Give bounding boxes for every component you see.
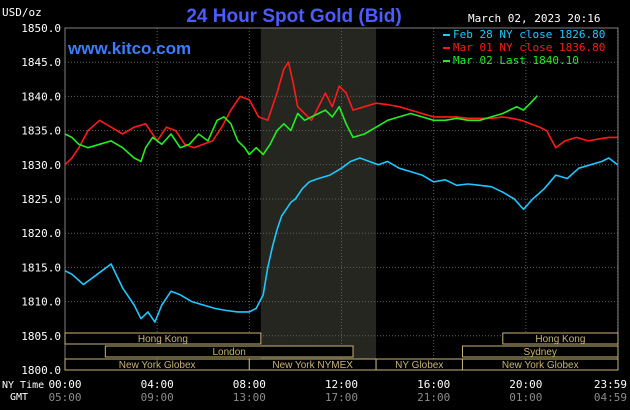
x-tick-label-gmt: 01:00: [509, 391, 542, 404]
y-tick-label: 1825.0: [21, 193, 61, 206]
y-tick-label: 1830.0: [21, 159, 61, 172]
session-label: New York NYMEX: [272, 360, 353, 371]
chart-title: 24 Hour Spot Gold (Bid): [186, 6, 401, 27]
x-tick-label-gmt: 04:59: [594, 391, 627, 404]
price-series: [64, 61, 618, 323]
session-box: [104, 345, 354, 358]
market-session-bars: Hong Kong Hong Kong London Sydney New York G…: [64, 332, 619, 371]
x-tick-label-ny: 12:00: [325, 378, 358, 391]
session-box: [461, 345, 619, 358]
legend-entry: Mar 02 Last 1840.10: [453, 54, 579, 67]
ny-time-label: NY Time: [2, 380, 44, 391]
x-tick-label-ny: 04:00: [141, 378, 174, 391]
x-tick-label-gmt: 09:00: [141, 391, 174, 404]
x-tick-label-gmt: 21:00: [417, 391, 450, 404]
y-tick-label: 1810.0: [21, 296, 61, 309]
session-label: Hong Kong: [535, 334, 585, 345]
y-tick-label: 1840.0: [21, 90, 61, 103]
y-axis: 1800.0 1805.0 1810.0 1815.0 1820.0 1825.0 1830…: [21, 22, 61, 377]
chart-timestamp: March 02, 2023 20:16: [468, 12, 600, 25]
y-tick-label: 1820.0: [21, 227, 61, 240]
session-box: [64, 332, 262, 345]
x-tick-label-ny: 23:59: [594, 378, 627, 391]
x-tick-label-gmt: 13:00: [233, 391, 266, 404]
y-tick-label: 1850.0: [21, 22, 61, 35]
y-tick-label: 1845.0: [21, 56, 61, 69]
x-tick-label-ny: 00:00: [48, 378, 81, 391]
session-label: NY Globex: [395, 360, 443, 371]
x-tick-label-ny: 16:00: [417, 378, 450, 391]
legend-entry: Feb 28 NY close 1826.80: [453, 28, 605, 41]
x-tick-label-ny: 08:00: [233, 378, 266, 391]
session-label: Sydney: [524, 347, 557, 358]
y-tick-label: 1835.0: [21, 125, 61, 138]
session-label: New York Globex: [119, 360, 196, 371]
x-tick-label-gmt: 05:00: [48, 391, 81, 404]
series-line-3: [64, 95, 538, 163]
session-label: London: [212, 347, 245, 358]
session-box: [461, 358, 619, 371]
session-label: New York Globex: [502, 360, 579, 371]
y-tick-label: 1800.0: [21, 364, 61, 377]
session-box: [502, 332, 619, 345]
y-tick-label: 1815.0: [21, 261, 61, 274]
x-tick-label-ny: 20:00: [509, 378, 542, 391]
y-tick-label: 1805.0: [21, 330, 61, 343]
y-axis-unit: USD/oz: [2, 6, 42, 19]
gmt-label: GMT: [10, 392, 28, 403]
series-line-1: [64, 157, 618, 323]
website-watermark: www.kitco.com: [67, 39, 191, 58]
legend-entry: Mar 01 NY close 1836.80: [453, 41, 605, 54]
x-tick-label-gmt: 17:00: [325, 391, 358, 404]
session-label: Hong Kong: [138, 334, 188, 345]
